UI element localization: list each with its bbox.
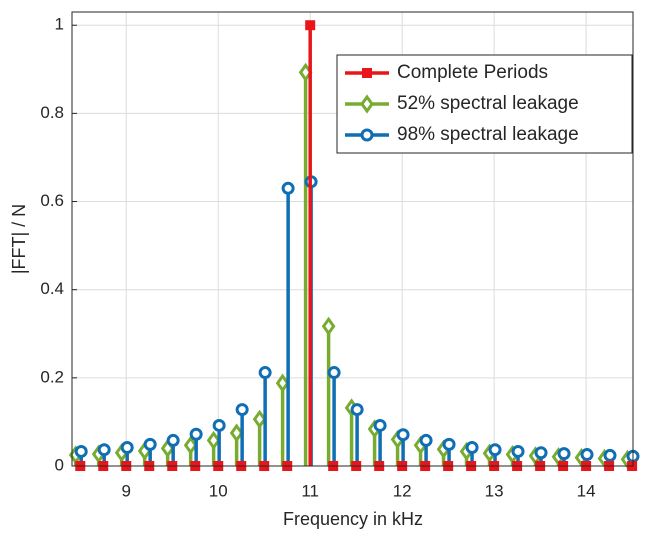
- stem: [396, 428, 410, 466]
- marker: [252, 409, 267, 429]
- marker: [327, 366, 341, 380]
- legend-label: 98% spectral leakage: [397, 124, 579, 145]
- marker: [442, 437, 456, 451]
- marker: [373, 418, 387, 432]
- axes-box: [71, 11, 634, 467]
- marker: [362, 68, 372, 78]
- marker: [143, 437, 157, 451]
- marker: [321, 316, 336, 336]
- marker: [305, 20, 316, 31]
- x-tick-label: 14: [577, 481, 596, 500]
- stem: [235, 403, 249, 466]
- marker: [557, 447, 571, 461]
- marker: [534, 446, 548, 460]
- stem: [327, 366, 341, 466]
- marker: [360, 128, 374, 142]
- stem: [603, 448, 617, 466]
- x-tick-label: 9: [122, 481, 131, 500]
- marker: [511, 444, 525, 458]
- stem: [252, 409, 267, 466]
- marker: [189, 427, 203, 441]
- marker: [74, 444, 88, 458]
- marker: [360, 94, 374, 114]
- x-axis-label: Frequency in kHz: [283, 509, 423, 529]
- x-tick-label: 12: [393, 481, 412, 500]
- y-tick-label: 0.6: [40, 191, 64, 210]
- legend-label: Complete Periods: [397, 62, 548, 83]
- stem: [229, 423, 244, 466]
- y-tick-label: 0: [55, 455, 64, 474]
- stem: [373, 418, 387, 466]
- x-tick-label: 10: [209, 481, 228, 500]
- marker: [212, 418, 226, 432]
- stem: [350, 403, 364, 466]
- marker: [281, 181, 295, 195]
- marker: [206, 430, 221, 451]
- marker: [235, 403, 249, 417]
- marker: [580, 448, 594, 462]
- stem: [321, 316, 336, 466]
- marker: [603, 448, 617, 462]
- y-tick-label: 0.2: [40, 367, 64, 386]
- stem: [305, 20, 316, 466]
- stem: [281, 181, 295, 466]
- marker: [166, 433, 180, 447]
- marker: [229, 423, 244, 443]
- marker: [120, 440, 134, 454]
- marker: [465, 440, 479, 454]
- legend-label: 52% spectral leakage: [397, 93, 579, 114]
- stem: [212, 418, 226, 466]
- stem: [258, 366, 272, 466]
- y-axis-label: |FFT| / N: [9, 204, 29, 274]
- marker: [396, 428, 410, 442]
- y-tick-label: 1: [55, 15, 64, 34]
- marker: [183, 435, 198, 455]
- marker: [488, 443, 502, 457]
- marker: [419, 433, 433, 447]
- stem: [189, 427, 203, 466]
- stem: [442, 437, 456, 466]
- x-tick-label: 11: [301, 481, 319, 500]
- x-tick-label: 13: [485, 481, 504, 500]
- marker: [258, 366, 272, 380]
- marker: [97, 443, 111, 457]
- y-tick-label: 0.8: [40, 103, 64, 122]
- stem: [275, 373, 290, 466]
- marker: [275, 373, 290, 393]
- marker: [350, 403, 364, 417]
- y-tick-label: 0.4: [40, 279, 64, 298]
